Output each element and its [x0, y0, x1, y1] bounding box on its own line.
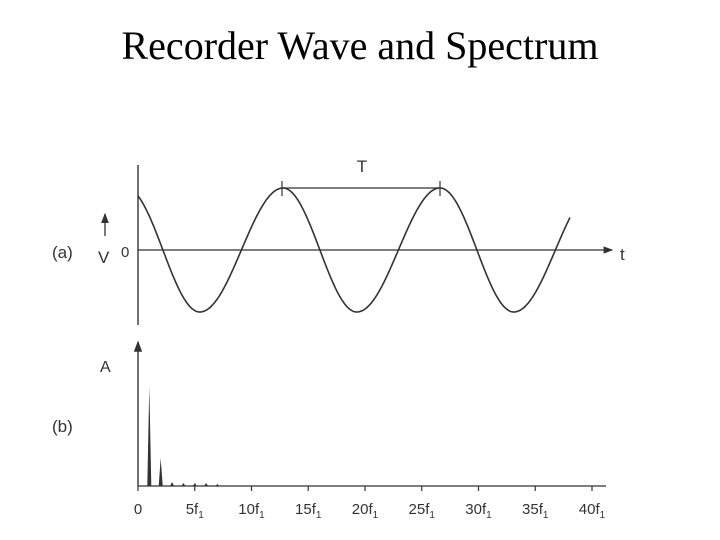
panel-a: (a) V 0 t T — [52, 157, 625, 325]
panel-b-label: (b) — [52, 417, 73, 436]
slide-title: Recorder Wave and Spectrum — [121, 23, 599, 68]
frequency-tick-label-2: 10f1 — [238, 501, 265, 521]
frequency-tick-subscript: 1 — [486, 510, 492, 521]
spectrum-line-5 — [192, 483, 197, 486]
frequency-tick-subscript: 1 — [259, 510, 265, 521]
panel-a-label: (a) — [52, 243, 73, 262]
time-axis-label: t — [620, 245, 625, 264]
zero-label: 0 — [121, 244, 129, 261]
v-axis-label: V — [98, 248, 110, 267]
sawtooth-wave-trace — [137, 187, 571, 313]
frequency-tick-label-8: 40f1 — [579, 501, 606, 521]
frequency-tick-label-1: 5f1 — [186, 501, 205, 521]
spectrum-line-7 — [215, 484, 220, 486]
frequency-tick-subscript: 1 — [600, 510, 606, 521]
frequency-tick-subscript: 1 — [198, 510, 204, 521]
spectrum-line-2 — [158, 458, 163, 486]
panel-b: (b) A 0 5f1 10f1 15f1 20f1 25f1 30f1 35f1 40f1 — [52, 340, 606, 521]
frequency-tick-marks — [137, 486, 593, 491]
frequency-tick-subscript: 1 — [543, 510, 549, 521]
frequency-tick-subscript: 1 — [429, 510, 435, 521]
spectrum-line-6 — [204, 483, 209, 486]
frequency-tick-label-0: 0 — [134, 501, 142, 518]
amplitude-axis-label: A — [100, 359, 111, 376]
spectrum-line-1 — [147, 386, 152, 486]
spectrum-line-3 — [170, 482, 175, 486]
frequency-tick-label-4: 20f1 — [352, 501, 379, 521]
frequency-tick-subscript: 1 — [373, 510, 379, 521]
frequency-tick-label-5: 25f1 — [409, 501, 436, 521]
frequency-tick-label-7: 35f1 — [522, 501, 549, 521]
spectrum-marks — [147, 386, 220, 486]
frequency-tick-label-6: 30f1 — [465, 501, 492, 521]
spectrum-line-4 — [181, 483, 186, 486]
frequency-tick-labels: 0 5f1 10f1 15f1 20f1 25f1 30f1 35f1 40f1 — [134, 501, 606, 521]
frequency-tick-label-3: 15f1 — [295, 501, 322, 521]
period-label: T — [357, 157, 367, 176]
frequency-tick-subscript: 1 — [316, 510, 322, 521]
